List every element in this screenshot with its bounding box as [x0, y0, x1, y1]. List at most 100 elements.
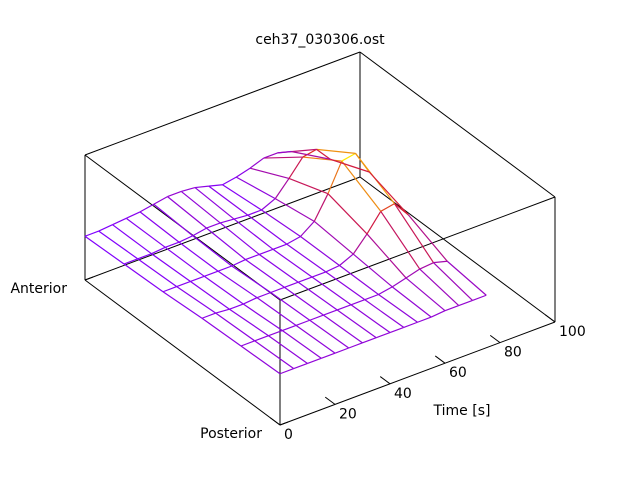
mesh-segment	[256, 291, 271, 299]
mesh-segment	[201, 312, 216, 319]
mesh-segment	[261, 209, 301, 237]
mesh-segment	[139, 203, 155, 213]
mesh-segment	[151, 246, 166, 255]
mesh-segment	[249, 167, 290, 180]
mesh-segment	[274, 198, 315, 222]
mesh-segment	[153, 203, 194, 237]
mesh-segment	[222, 176, 237, 186]
mesh-segment	[192, 235, 233, 267]
mesh-segment	[254, 340, 295, 370]
mesh-segment	[84, 230, 99, 237]
mesh-segment	[112, 217, 127, 226]
x-tick	[269, 417, 281, 426]
mesh-segment	[249, 157, 265, 169]
mesh-segment	[327, 160, 343, 194]
mesh-segment	[348, 342, 363, 349]
mesh-segment	[256, 297, 297, 326]
mesh-segment	[323, 314, 363, 344]
mesh-segment	[313, 220, 354, 255]
mesh-segment	[176, 280, 191, 288]
y-tick	[279, 421, 289, 426]
mesh-segment	[355, 153, 370, 173]
mesh-segment	[194, 185, 209, 189]
mesh-segment	[263, 152, 278, 159]
mesh-segment	[247, 209, 262, 216]
mesh-segment	[203, 275, 244, 305]
mesh-segment	[293, 362, 308, 370]
chart-title: ceh37_030306.ost	[255, 32, 385, 48]
mesh-segment	[389, 326, 404, 334]
y-tick	[84, 276, 94, 281]
mesh-segment	[316, 148, 356, 154]
mesh-segment	[352, 253, 393, 288]
box-edge	[84, 51, 361, 156]
mesh-segment	[240, 345, 281, 375]
mesh-segment	[288, 177, 329, 195]
mesh-segment	[137, 253, 152, 260]
mesh-segment	[194, 187, 235, 220]
mesh-segment	[272, 248, 313, 278]
mesh-segment	[295, 324, 336, 354]
mesh-segment	[125, 217, 166, 248]
mesh-segment	[274, 178, 290, 199]
mesh-segment	[339, 265, 379, 295]
mesh-segment	[334, 347, 349, 354]
mesh-segment	[284, 286, 324, 316]
mesh-segment	[378, 286, 393, 296]
mesh-segment	[433, 260, 448, 264]
mesh-segment	[350, 304, 391, 334]
mesh-segment	[258, 253, 299, 283]
mesh-segment	[242, 297, 258, 305]
mesh-segment	[282, 324, 297, 332]
mesh-segment	[391, 277, 407, 288]
mesh-segment	[112, 224, 152, 255]
mesh-segment	[366, 210, 382, 235]
mesh-segment	[206, 222, 221, 229]
box-edge	[359, 176, 556, 323]
mesh-segment	[208, 185, 249, 216]
x-tick-label: 100	[559, 324, 586, 340]
mesh-segment	[176, 286, 217, 314]
y-tick-label: Anterior	[10, 281, 67, 297]
mesh-segment	[366, 233, 407, 279]
mesh-segment	[217, 265, 232, 272]
mesh-segment	[341, 160, 382, 212]
mesh-segment	[279, 368, 294, 375]
mesh-segment	[295, 319, 310, 326]
mesh-segment	[233, 218, 274, 250]
mesh-segment	[181, 186, 196, 193]
mesh-segment	[231, 265, 272, 293]
mesh-segment	[364, 293, 379, 301]
mesh-segment	[261, 198, 276, 211]
mesh-segment	[270, 292, 311, 321]
box-edge	[84, 279, 281, 426]
x-tick	[434, 355, 446, 364]
mesh-segment	[229, 303, 244, 310]
mesh-segment	[417, 316, 432, 323]
mesh-segment	[222, 184, 262, 211]
x-tick	[324, 396, 336, 405]
box-edge	[359, 51, 556, 198]
mesh-segment	[123, 258, 138, 265]
x-tick	[379, 376, 391, 385]
x-tick-label: 60	[449, 365, 467, 381]
mesh-segment	[336, 309, 377, 339]
mesh-segment	[125, 211, 141, 219]
mesh-segment	[272, 243, 287, 250]
mesh-segment	[215, 312, 256, 342]
mesh-segment	[220, 218, 235, 224]
mesh-segment	[288, 156, 304, 179]
mesh-segment	[297, 281, 338, 311]
y-tick-label: Posterior	[200, 426, 262, 442]
mesh-segment	[298, 276, 313, 283]
mesh-segment	[302, 148, 317, 158]
mesh-segment	[137, 258, 178, 288]
mesh-segment	[192, 227, 207, 237]
mesh-segment	[259, 248, 274, 256]
mesh-segment	[393, 203, 435, 263]
mesh-segment	[242, 303, 283, 332]
mesh-segment	[325, 264, 340, 273]
mesh-segment	[323, 309, 338, 316]
box-edge	[279, 321, 556, 426]
mesh-segment	[180, 190, 221, 224]
